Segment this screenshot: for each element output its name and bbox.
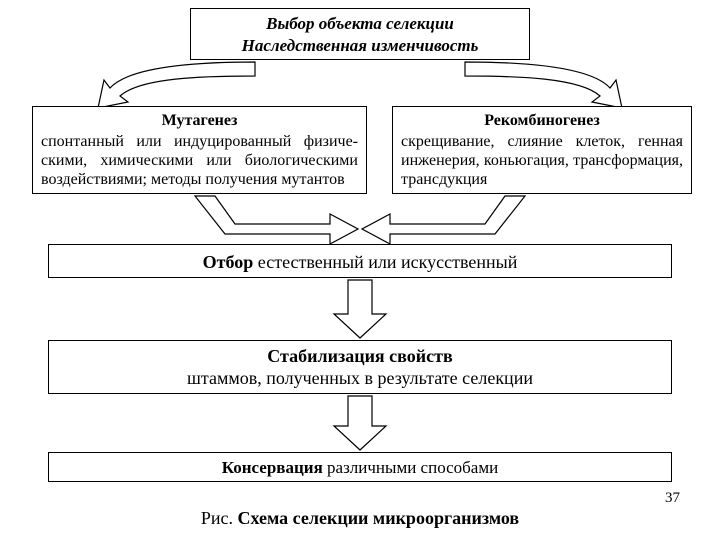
top-line2: Наследственная изменчивость <box>242 36 479 55</box>
merge-arrow-left <box>195 196 358 244</box>
split-arrow-left <box>98 62 255 108</box>
down-arrow-1 <box>334 280 386 338</box>
selection-bold: Отбор <box>203 252 254 272</box>
caption-prefix: Рис. <box>201 508 238 528</box>
top-line1: Выбор объекта селекции <box>266 14 454 33</box>
selection-box: Отбор естественный или искусственный <box>48 244 672 278</box>
branch-left-body: спонтанный или индуцированный физиче­ски… <box>41 133 358 188</box>
conserv-bold: Консервация <box>222 458 323 477</box>
caption-bold: Схема селекции микроорганизмов <box>237 508 519 528</box>
branch-left-box: Мутагенез спонтанный или индуцированный … <box>32 106 367 194</box>
flowchart-canvas: Выбор объекта селекции Наследственная из… <box>0 0 720 540</box>
conserv-rest: различными способами <box>323 458 498 477</box>
down-arrow-2 <box>334 396 386 450</box>
conservation-box: Консервация различными способами <box>48 452 672 482</box>
stabil-rest: штаммов, полученных в результате селекци… <box>187 368 533 388</box>
selection-rest: естественный или искусственный <box>253 252 517 272</box>
figure-caption: Рис. Схема селекции микроорганизмов <box>0 508 720 529</box>
top-box: Выбор объекта селекции Наследственная из… <box>190 8 530 60</box>
stabilization-box: Стабилизация свойств штаммов, полученных… <box>48 340 672 394</box>
stabil-bold: Стабилизация свойств <box>267 346 452 366</box>
branch-right-body: скрещивание, слияние клеток, генная инже… <box>401 133 683 188</box>
branch-right-title: Рекомбиногенез <box>401 111 683 130</box>
branch-left-title: Мутагенез <box>41 111 358 130</box>
page-number: 37 <box>665 490 680 507</box>
split-arrow-right <box>465 62 622 108</box>
branch-right-box: Рекомбиногенез скрещивание, слияние клет… <box>392 106 692 194</box>
merge-arrow-right <box>362 196 525 244</box>
